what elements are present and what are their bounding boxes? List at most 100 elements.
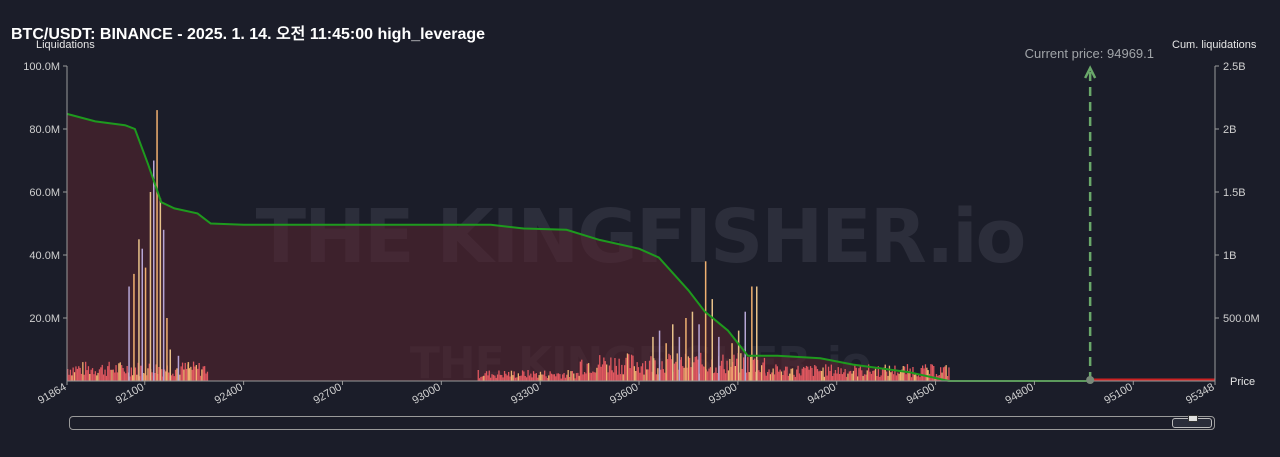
liquidation-bar: [154, 373, 156, 381]
liquidation-bar: [503, 371, 506, 381]
liquidation-bar: [808, 369, 810, 381]
liquidation-bar: [118, 363, 120, 381]
liquidation-bar: [140, 365, 142, 381]
liquidation-bar: [740, 353, 742, 381]
scrollbar-thumb[interactable]: [1172, 415, 1212, 428]
liquidation-bar-tall: [133, 273, 135, 381]
current-price-layer: Current price: 94969.1: [1025, 46, 1154, 384]
liquidation-bar: [96, 375, 98, 381]
liquidation-bar-tall: [162, 229, 165, 381]
liquidation-bar: [772, 368, 774, 381]
liquidation-bar: [506, 375, 508, 381]
liquidation-bar: [122, 368, 124, 381]
liquidation-bar: [617, 374, 619, 381]
liquidation-bar: [736, 358, 738, 381]
x-tick-label: 95100: [1102, 381, 1134, 407]
liquidation-bar: [819, 370, 821, 381]
liquidation-bar: [826, 375, 828, 381]
liquidation-bar: [555, 376, 557, 381]
left-tick-label: 80.0M: [29, 124, 60, 136]
liquidation-bar: [759, 372, 761, 381]
liquidation-bar: [839, 374, 841, 381]
liquidation-bar: [539, 371, 542, 381]
liquidation-bar: [805, 365, 808, 381]
liquidation-bar: [600, 366, 602, 381]
liquidation-bar: [922, 365, 924, 381]
liquidation-bar: [556, 373, 558, 381]
liquidation-bar: [490, 377, 492, 381]
liquidation-bar: [496, 374, 499, 381]
left-tick-label: 60.0M: [29, 187, 60, 199]
liquidation-bar: [519, 376, 521, 381]
liquidation-bar: [588, 363, 590, 381]
liquidation-bar-tall: [711, 299, 713, 381]
liquidation-bar: [76, 368, 78, 381]
liquidation-bar: [483, 375, 485, 381]
liquidation-bar: [708, 368, 710, 381]
liquidation-bar: [858, 368, 860, 381]
liquidation-bar-tall: [144, 267, 147, 381]
liquidation-bar: [121, 365, 123, 381]
liquidation-bar: [636, 362, 638, 381]
liquidation-bar: [89, 374, 91, 381]
liquidation-bar: [787, 375, 790, 381]
liquidation-bar: [541, 374, 543, 381]
liquidation-bar: [180, 366, 182, 381]
liquidation-bar: [940, 367, 942, 381]
liquidation-bar: [639, 372, 641, 381]
liquidation-bar: [748, 372, 750, 381]
liquidation-bar: [629, 368, 631, 381]
liquidation-bar: [809, 366, 812, 381]
liquidation-bar: [894, 365, 896, 381]
liquidation-bar: [147, 368, 149, 381]
liquidation-bar: [897, 372, 899, 381]
liquidation-bar: [82, 362, 84, 381]
liquidation-bar: [694, 356, 696, 381]
liquidation-bar: [843, 372, 845, 381]
left-tick-label: 100.0M: [23, 61, 60, 73]
liquidation-bar-tall: [159, 198, 162, 381]
liquidation-bar: [765, 375, 767, 381]
liquidation-bar: [891, 371, 893, 381]
liquidation-bar: [749, 356, 752, 381]
liquidation-bar: [173, 376, 175, 381]
liquidation-bar: [879, 376, 881, 381]
liquidation-bar: [176, 368, 178, 381]
liquidation-bar: [582, 374, 584, 381]
x-tick-label: 94800: [1003, 381, 1035, 407]
right-tick-label: 2B: [1223, 124, 1236, 136]
liquidation-bar: [666, 359, 669, 381]
liquidation-bar: [815, 366, 817, 381]
liquidation-bar: [764, 373, 766, 381]
liquidation-bar: [905, 374, 907, 381]
range-scrollbar[interactable]: [69, 415, 1215, 430]
liquidation-bar-tall: [678, 336, 681, 381]
liquidation-bar: [830, 364, 832, 381]
liquidation-bar: [747, 357, 749, 381]
liquidation-bar: [123, 371, 125, 381]
liquidation-bar: [632, 355, 634, 381]
liquidation-bar: [931, 364, 933, 381]
liquidation-bar: [161, 369, 163, 381]
liquidation-bar: [942, 367, 945, 381]
liquidation-bar: [492, 374, 495, 381]
liquidation-bar: [546, 378, 549, 381]
liquidation-bar-tall: [141, 248, 143, 381]
current-price-marker: [1086, 376, 1095, 384]
liquidation-bar: [628, 354, 630, 381]
liquidation-bar: [762, 362, 764, 381]
liquidation-bar-tall: [751, 286, 753, 381]
liquidation-bar: [549, 371, 551, 381]
liquidation-bar: [552, 374, 554, 381]
liquidation-bar: [624, 365, 626, 381]
liquidation-bar: [532, 371, 535, 381]
grip-icon: [1188, 415, 1198, 422]
liquidation-bar: [480, 376, 482, 381]
liquidation-bar: [675, 361, 677, 381]
liquidation-bar: [919, 377, 921, 381]
liquidation-bar: [498, 370, 500, 381]
liquidation-bar: [807, 366, 809, 381]
liquidation-bar: [190, 366, 192, 381]
liquidation-bar: [811, 367, 813, 381]
right-tick-label: 500.0M: [1223, 313, 1260, 325]
